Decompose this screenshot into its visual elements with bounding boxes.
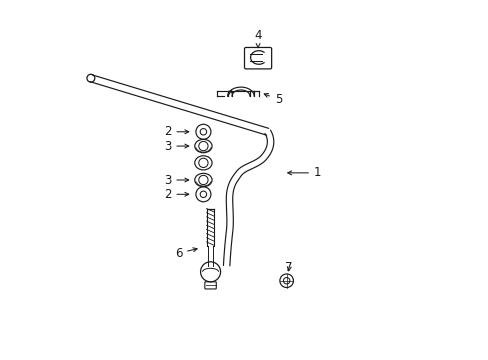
Text: 3: 3 bbox=[163, 140, 188, 153]
Text: 3: 3 bbox=[163, 174, 188, 186]
Text: 7: 7 bbox=[285, 261, 292, 274]
Text: 1: 1 bbox=[287, 166, 321, 179]
Text: 2: 2 bbox=[163, 188, 188, 201]
Text: 5: 5 bbox=[264, 93, 282, 106]
Text: 4: 4 bbox=[254, 29, 261, 48]
Text: 6: 6 bbox=[174, 247, 197, 260]
Text: 2: 2 bbox=[163, 125, 188, 138]
